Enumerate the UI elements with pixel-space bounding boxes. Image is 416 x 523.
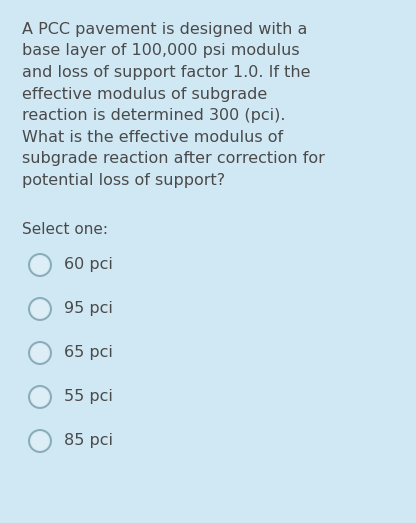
Text: 85 pci: 85 pci: [64, 434, 113, 449]
Text: 55 pci: 55 pci: [64, 390, 113, 404]
Ellipse shape: [31, 344, 49, 362]
Text: A PCC pavement is designed with a: A PCC pavement is designed with a: [22, 22, 307, 37]
Ellipse shape: [31, 256, 49, 274]
Ellipse shape: [31, 300, 49, 318]
Ellipse shape: [31, 388, 49, 406]
Text: 60 pci: 60 pci: [64, 257, 113, 272]
Text: reaction is determined 300 (pci).: reaction is determined 300 (pci).: [22, 108, 285, 123]
Text: and loss of support factor 1.0. If the: and loss of support factor 1.0. If the: [22, 65, 310, 80]
Text: effective modulus of subgrade: effective modulus of subgrade: [22, 86, 267, 101]
Text: What is the effective modulus of: What is the effective modulus of: [22, 130, 283, 144]
Text: 95 pci: 95 pci: [64, 301, 113, 316]
Text: base layer of 100,000 psi modulus: base layer of 100,000 psi modulus: [22, 43, 300, 59]
Text: potential loss of support?: potential loss of support?: [22, 173, 225, 188]
Text: 65 pci: 65 pci: [64, 346, 113, 360]
Text: Select one:: Select one:: [22, 222, 108, 237]
Text: subgrade reaction after correction for: subgrade reaction after correction for: [22, 151, 325, 166]
Ellipse shape: [31, 432, 49, 450]
